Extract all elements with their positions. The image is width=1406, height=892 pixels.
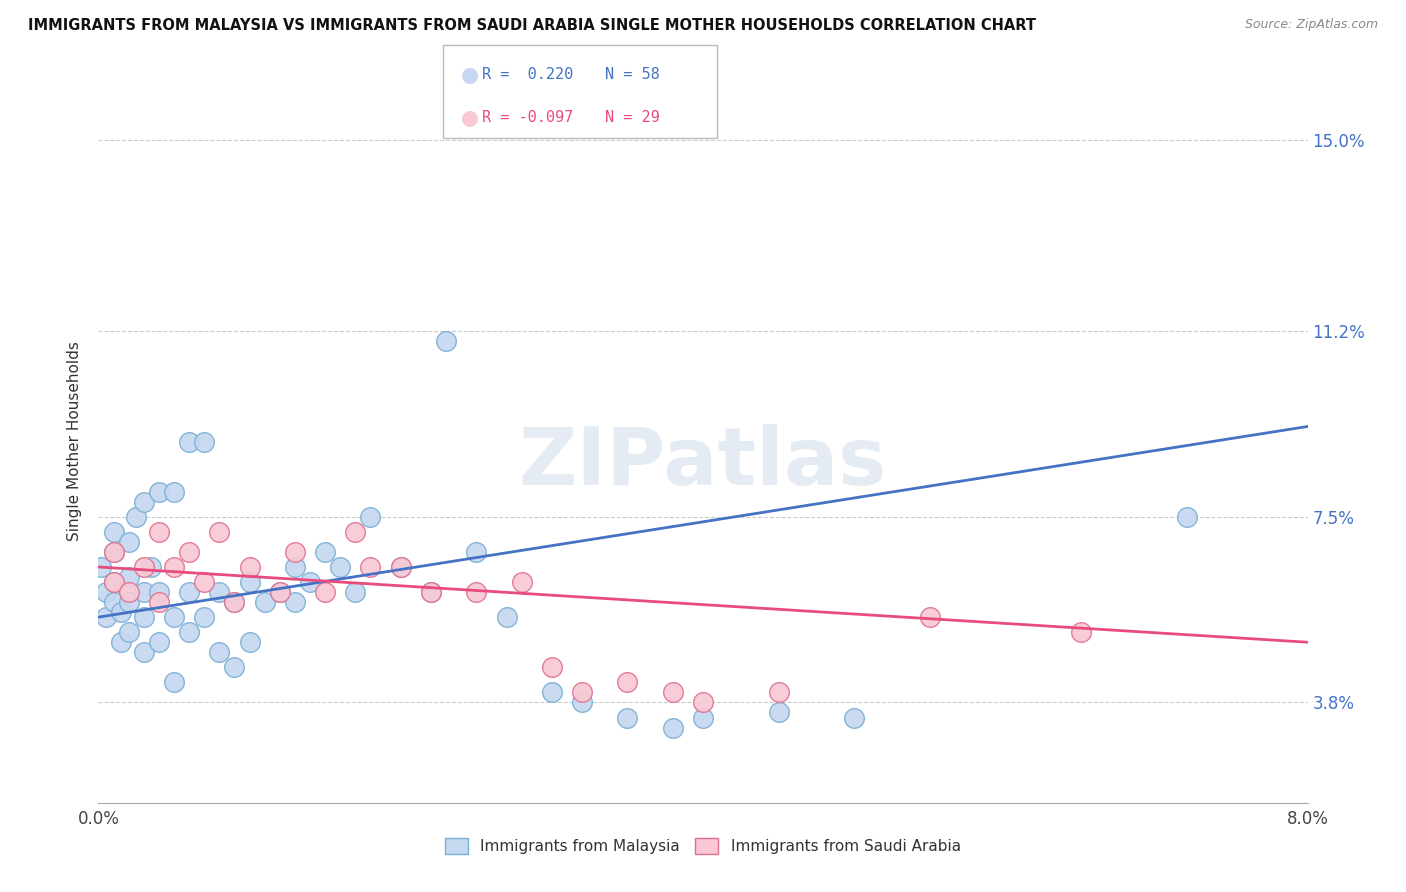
Point (110, 605, 132, 619)
Point (269, 585, 291, 599)
Point (132, 494, 155, 508)
Point (148, 484, 170, 499)
Point (148, 595, 170, 609)
Point (269, 585, 291, 599)
Point (661, 721, 683, 735)
Text: R =  0.220: R = 0.220 (482, 67, 574, 82)
Point (193, 434, 215, 449)
Point (314, 545, 336, 559)
Point (844, 710, 866, 724)
Point (661, 685, 683, 699)
Point (360, 509, 382, 524)
Point (208, 585, 231, 599)
Point (540, 685, 562, 699)
Point (193, 610, 215, 624)
Point (616, 710, 638, 724)
Point (389, 560, 412, 574)
Point (224, 595, 246, 609)
Point (179, 434, 201, 449)
Point (163, 484, 186, 499)
Point (284, 595, 307, 609)
Point (360, 560, 382, 574)
Point (118, 595, 141, 609)
Point (692, 696, 714, 710)
Point (141, 560, 163, 574)
Point (148, 585, 170, 599)
Point (344, 585, 367, 599)
Point (510, 575, 533, 590)
Text: N = 58: N = 58 (605, 67, 659, 82)
Point (118, 570, 141, 584)
Point (94, 585, 117, 599)
Point (918, 610, 941, 624)
Point (465, 585, 488, 599)
Point (314, 585, 336, 599)
Point (239, 575, 262, 590)
Point (179, 585, 201, 599)
Point (299, 575, 322, 590)
Point (344, 524, 367, 539)
Point (1175, 509, 1198, 524)
Point (179, 545, 201, 559)
Point (329, 560, 352, 574)
Point (768, 685, 790, 699)
Point (208, 645, 231, 659)
Y-axis label: Single Mother Households: Single Mother Households (67, 342, 83, 541)
Point (616, 675, 638, 690)
Point (224, 595, 246, 609)
Text: IMMIGRANTS FROM MALAYSIA VS IMMIGRANTS FROM SAUDI ARABIA SINGLE MOTHER HOUSEHOLD: IMMIGRANTS FROM MALAYSIA VS IMMIGRANTS F… (28, 18, 1036, 33)
Point (284, 545, 307, 559)
Point (163, 610, 186, 624)
Point (540, 660, 562, 674)
Point (148, 635, 170, 649)
Point (103, 595, 125, 609)
Point (239, 560, 262, 574)
Point (495, 610, 517, 624)
Point (118, 625, 141, 640)
Point (103, 575, 125, 590)
Point (465, 545, 488, 559)
Point (125, 509, 148, 524)
Point (110, 635, 132, 649)
Point (103, 524, 125, 539)
Point (132, 645, 155, 659)
Point (571, 685, 593, 699)
Point (284, 560, 307, 574)
Point (420, 585, 443, 599)
Point (132, 610, 155, 624)
Point (148, 524, 170, 539)
Point (94, 610, 117, 624)
Point (118, 534, 141, 549)
Text: ZIPatlas: ZIPatlas (519, 425, 887, 502)
Text: ●: ● (461, 108, 479, 128)
Point (239, 635, 262, 649)
Point (163, 560, 186, 574)
Point (179, 625, 201, 640)
Point (420, 585, 443, 599)
Point (132, 560, 155, 574)
Text: Source: ZipAtlas.com: Source: ZipAtlas.com (1244, 18, 1378, 31)
Point (692, 710, 714, 724)
Point (571, 696, 593, 710)
Point (389, 560, 412, 574)
Text: R = -0.097: R = -0.097 (482, 110, 574, 125)
Point (193, 575, 215, 590)
Point (768, 706, 790, 720)
Text: N = 29: N = 29 (605, 110, 659, 125)
Point (224, 660, 246, 674)
Point (163, 675, 186, 690)
Point (253, 595, 276, 609)
Point (118, 585, 141, 599)
Point (90, 560, 112, 574)
Text: ●: ● (461, 64, 479, 85)
Point (103, 575, 125, 590)
Point (103, 545, 125, 559)
Legend: Immigrants from Malaysia, Immigrants from Saudi Arabia: Immigrants from Malaysia, Immigrants fro… (439, 832, 967, 860)
Point (132, 585, 155, 599)
Point (434, 334, 457, 349)
Point (1070, 625, 1092, 640)
Point (208, 524, 231, 539)
Point (103, 545, 125, 559)
